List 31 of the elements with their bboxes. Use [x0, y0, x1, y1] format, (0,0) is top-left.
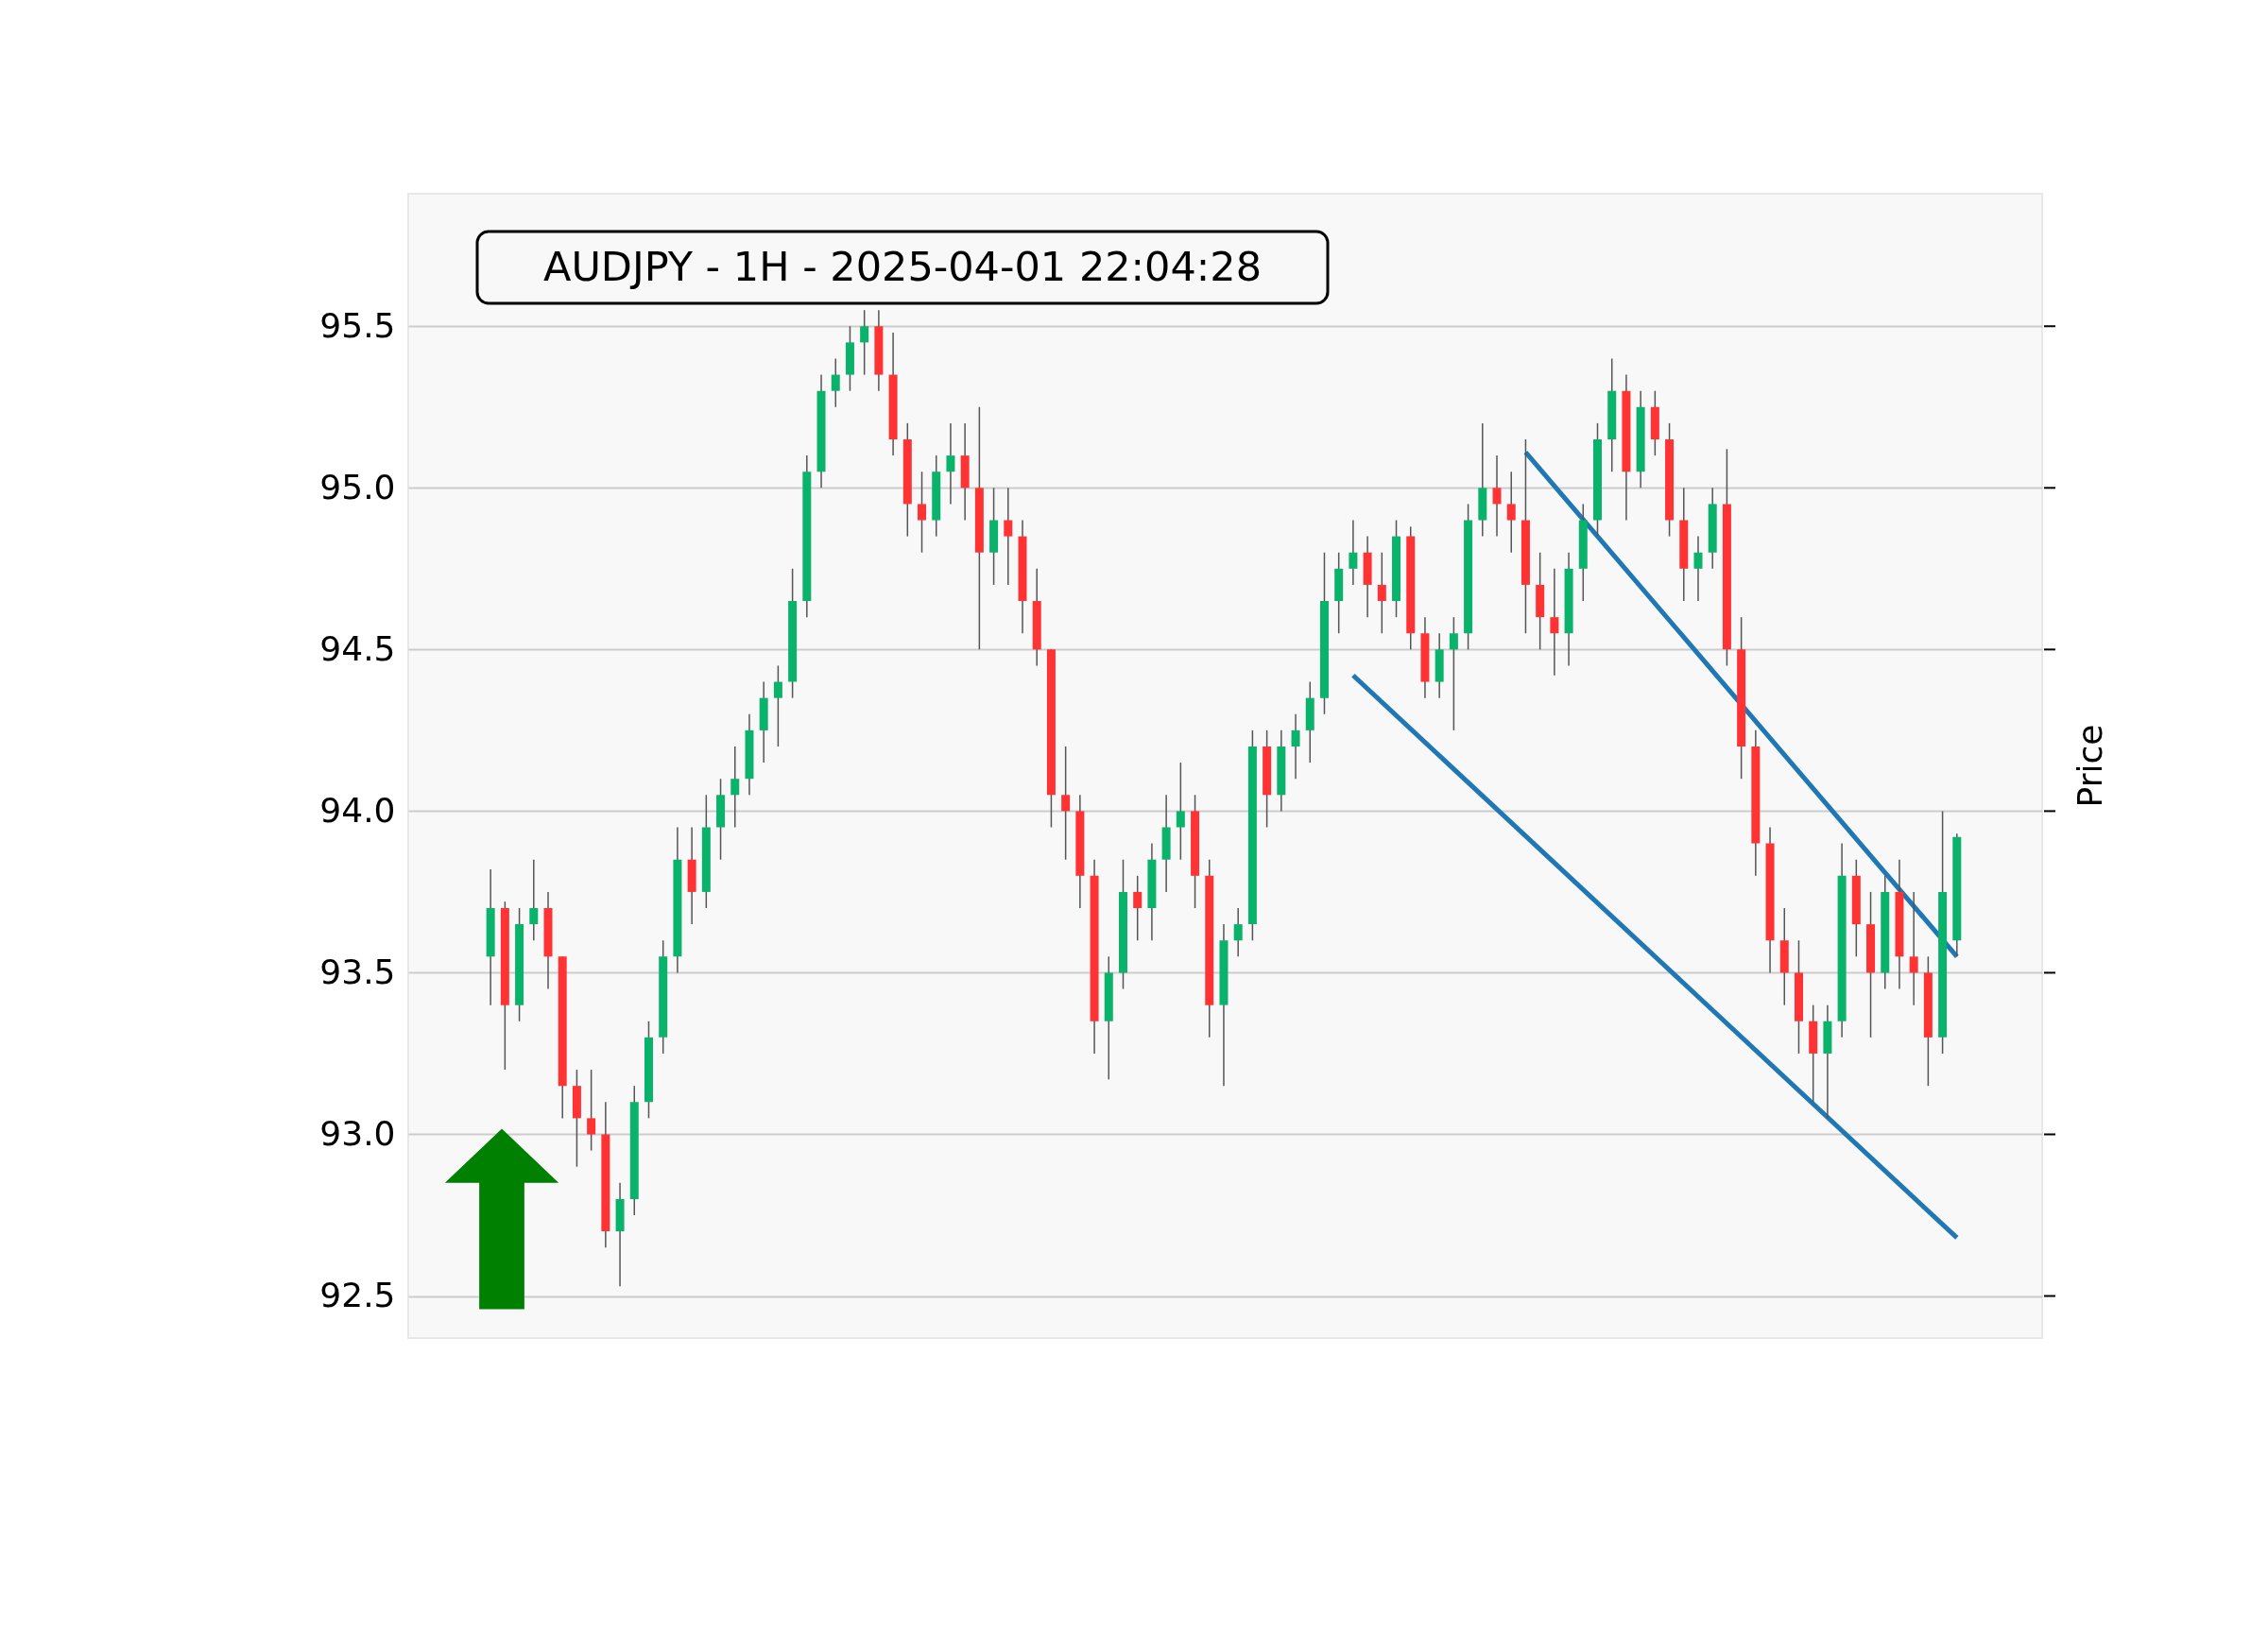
y-tick-label: 95.5 [319, 305, 396, 345]
candlestick [1449, 616, 1458, 731]
candlestick [773, 664, 782, 747]
y-tick-label: 95.0 [319, 467, 396, 506]
candlestick [918, 471, 927, 554]
candlestick [1133, 875, 1143, 941]
text: AUDJPY - 1H - 2025-04-01 22:04:28 [542, 243, 1263, 290]
candlestick [1492, 455, 1502, 538]
candlestick [860, 309, 869, 376]
y-tick-label: 93.0 [319, 1113, 396, 1153]
candlestick [831, 357, 840, 408]
y-tick-label: 93.5 [319, 952, 396, 991]
candlestick [730, 746, 740, 829]
candlestick [1377, 551, 1386, 634]
candlestick [1176, 762, 1185, 861]
y-tick-label: 94.0 [319, 790, 396, 830]
y-tick-label: 94.5 [319, 628, 396, 668]
candlestick [1506, 471, 1516, 554]
candlestick [1693, 535, 1703, 602]
candlestick [1061, 746, 1071, 861]
candlestick [1550, 568, 1559, 677]
candlestick [1233, 907, 1243, 958]
candlestick [529, 858, 539, 941]
y-tick-label: 92.5 [319, 1276, 396, 1315]
candlestick [946, 422, 955, 506]
candlestick [1004, 487, 1013, 586]
candlestick [1291, 713, 1300, 780]
y-axis-title: Price [2070, 724, 2109, 808]
candlestick [1349, 519, 1358, 586]
candlestick [1909, 891, 1918, 1006]
candlestick [587, 1069, 596, 1152]
